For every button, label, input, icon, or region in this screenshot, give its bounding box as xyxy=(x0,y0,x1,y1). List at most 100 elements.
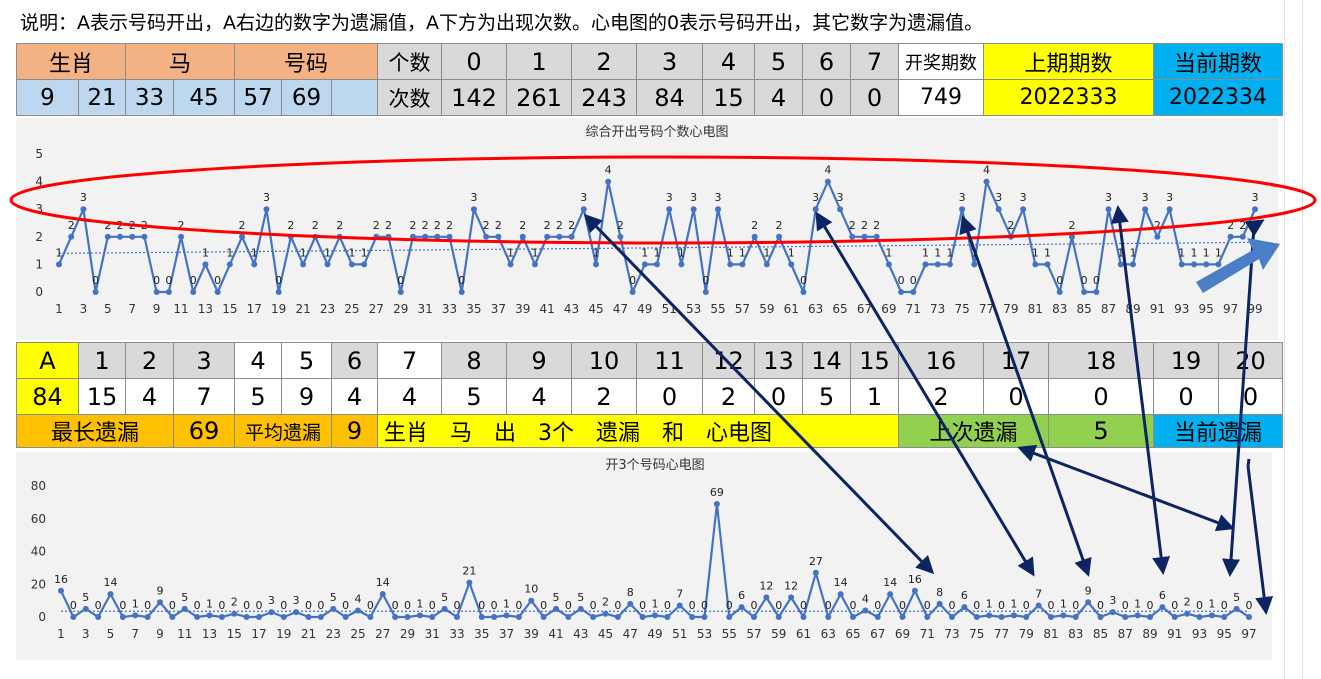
chart2-point xyxy=(280,614,287,620)
chart1-data-label: 1 xyxy=(56,246,63,259)
chart2-data-label: 3 xyxy=(293,594,300,607)
chart2-data-label: 0 xyxy=(478,599,485,612)
chart1-point xyxy=(275,289,282,295)
chart2-xtick-label: 47 xyxy=(623,627,638,641)
prev-period-label: 上期期数 xyxy=(983,43,1155,80)
chart2-data-label: 0 xyxy=(689,599,696,612)
kaijiang-label: 开奖期数 xyxy=(898,43,985,80)
chart2-data-label: 14 xyxy=(834,576,848,589)
times-7: 0 xyxy=(850,79,900,116)
mid-value: 4 xyxy=(506,378,572,415)
chart2-ytick-label: 60 xyxy=(31,512,46,526)
number-cell-3: 33 xyxy=(125,79,175,116)
chart2-data-label: 3 xyxy=(1109,594,1116,607)
chart2-xtick-label: 23 xyxy=(326,627,341,641)
chart2-xtick-label: 93 xyxy=(1192,627,1207,641)
chart1-ytick-label: 0 xyxy=(35,285,43,299)
chart2-point xyxy=(1035,602,1042,609)
chart2-xtick-label: 33 xyxy=(449,627,464,641)
chart2-point xyxy=(1208,612,1215,619)
chart1-xtick-label: 17 xyxy=(247,302,262,316)
mid-value: 7 xyxy=(173,378,235,415)
chart2-data-label: 1 xyxy=(1134,597,1141,610)
chart2-data-label: 5 xyxy=(1233,591,1240,604)
chart2-data-label: 0 xyxy=(998,599,1005,612)
chart2-point xyxy=(181,605,188,612)
chart2-data-label: 1 xyxy=(652,597,659,610)
chart2-data-label: 0 xyxy=(218,599,225,612)
avg-miss-value: 9 xyxy=(331,414,378,448)
chart2-data-label: 1 xyxy=(1060,597,1067,610)
chart2-ytick-label: 0 xyxy=(38,610,46,624)
chart2-point xyxy=(676,602,683,609)
chart2-data-label: 0 xyxy=(243,599,250,612)
chart2-data-label: 0 xyxy=(899,599,906,612)
chart1-xtick-label: 95 xyxy=(1199,302,1214,316)
chart2-point xyxy=(639,614,646,620)
chart2-data-label: 1 xyxy=(1208,597,1215,610)
chart2-point xyxy=(441,605,448,612)
chart2-xtick-label: 65 xyxy=(845,627,860,641)
chart2-point xyxy=(404,614,411,620)
chart1-xtick-label: 33 xyxy=(442,302,457,316)
chart2-data-label: 0 xyxy=(280,599,287,612)
chart2-point xyxy=(1233,605,1240,612)
chart2-point xyxy=(379,591,386,598)
chart1-xtick-label: 7 xyxy=(128,302,136,316)
chart2-point xyxy=(590,614,597,620)
cishu-label: 次数 xyxy=(377,79,443,116)
chart2-xtick-label: 25 xyxy=(350,627,365,641)
chart2-data-label: 0 xyxy=(515,599,522,612)
chart2-data-label: 5 xyxy=(441,591,448,604)
chart2-data-label: 0 xyxy=(701,599,708,612)
chart2-data-label: 0 xyxy=(775,599,782,612)
mid-header: 5 xyxy=(281,342,332,379)
chart2-point xyxy=(899,614,906,620)
chart2-point xyxy=(614,614,621,620)
chart2-title: 开3个号码心电图 xyxy=(605,458,704,473)
chart2-data-label: 0 xyxy=(429,599,436,612)
mid-header: 1 xyxy=(78,342,126,379)
chart2-data-label: 5 xyxy=(330,591,337,604)
chart2-data-label: 16 xyxy=(908,573,922,586)
chart2-point xyxy=(194,614,201,620)
mid-header: 2 xyxy=(125,342,174,379)
chart2-data-label: 16 xyxy=(54,573,68,586)
top-info-table: 生肖 马 号码 个数 0 1 2 3 4 5 6 7 开奖期数 上期期数 当前期… xyxy=(15,43,1284,116)
chart1-point xyxy=(361,261,368,268)
chart2-point xyxy=(961,604,968,611)
chart2-point xyxy=(330,605,337,612)
chart2-data-label: 0 xyxy=(726,599,733,612)
chart1-xtick-label: 39 xyxy=(515,302,530,316)
chart2-ytick-label: 80 xyxy=(31,479,46,493)
chart2-point xyxy=(936,600,943,607)
chart2-data-label: 0 xyxy=(342,599,349,612)
number-cell-2: 21 xyxy=(77,79,127,116)
count-header-6: 6 xyxy=(802,43,852,80)
chart2-data-label: 0 xyxy=(144,599,151,612)
chart2-xtick-label: 77 xyxy=(994,627,1009,641)
chart2-data-label: 10 xyxy=(524,583,538,596)
chart2-point xyxy=(701,614,708,620)
chart2-data-label: 21 xyxy=(462,565,476,578)
chart2-data-label: 0 xyxy=(614,599,621,612)
chart1-data-label: 0 xyxy=(190,274,197,287)
chart2-xtick-label: 15 xyxy=(227,627,242,641)
chart2-point xyxy=(157,599,163,606)
mid-header: 9 xyxy=(506,342,572,379)
chart2-data-label: 1 xyxy=(503,597,510,610)
chart1-data-label: 0 xyxy=(153,274,160,287)
chart2-xtick-label: 85 xyxy=(1093,627,1108,641)
chart1-point xyxy=(214,289,221,295)
chart1-point xyxy=(153,289,160,295)
chart1-xtick-label: 3 xyxy=(80,302,88,316)
chart2-point xyxy=(553,605,559,612)
chart1-point xyxy=(397,289,404,295)
chart2-data-label: 9 xyxy=(1085,584,1092,597)
chart2-data-label: 1 xyxy=(416,597,423,610)
chart1-data-label: 1 xyxy=(202,246,209,259)
number-cell-1: 9 xyxy=(16,79,79,116)
max-miss-label: 最长遗漏 xyxy=(16,414,174,448)
curr-period-label: 当前期数 xyxy=(1153,43,1284,80)
chart1-data-label: 1 xyxy=(1190,246,1197,259)
